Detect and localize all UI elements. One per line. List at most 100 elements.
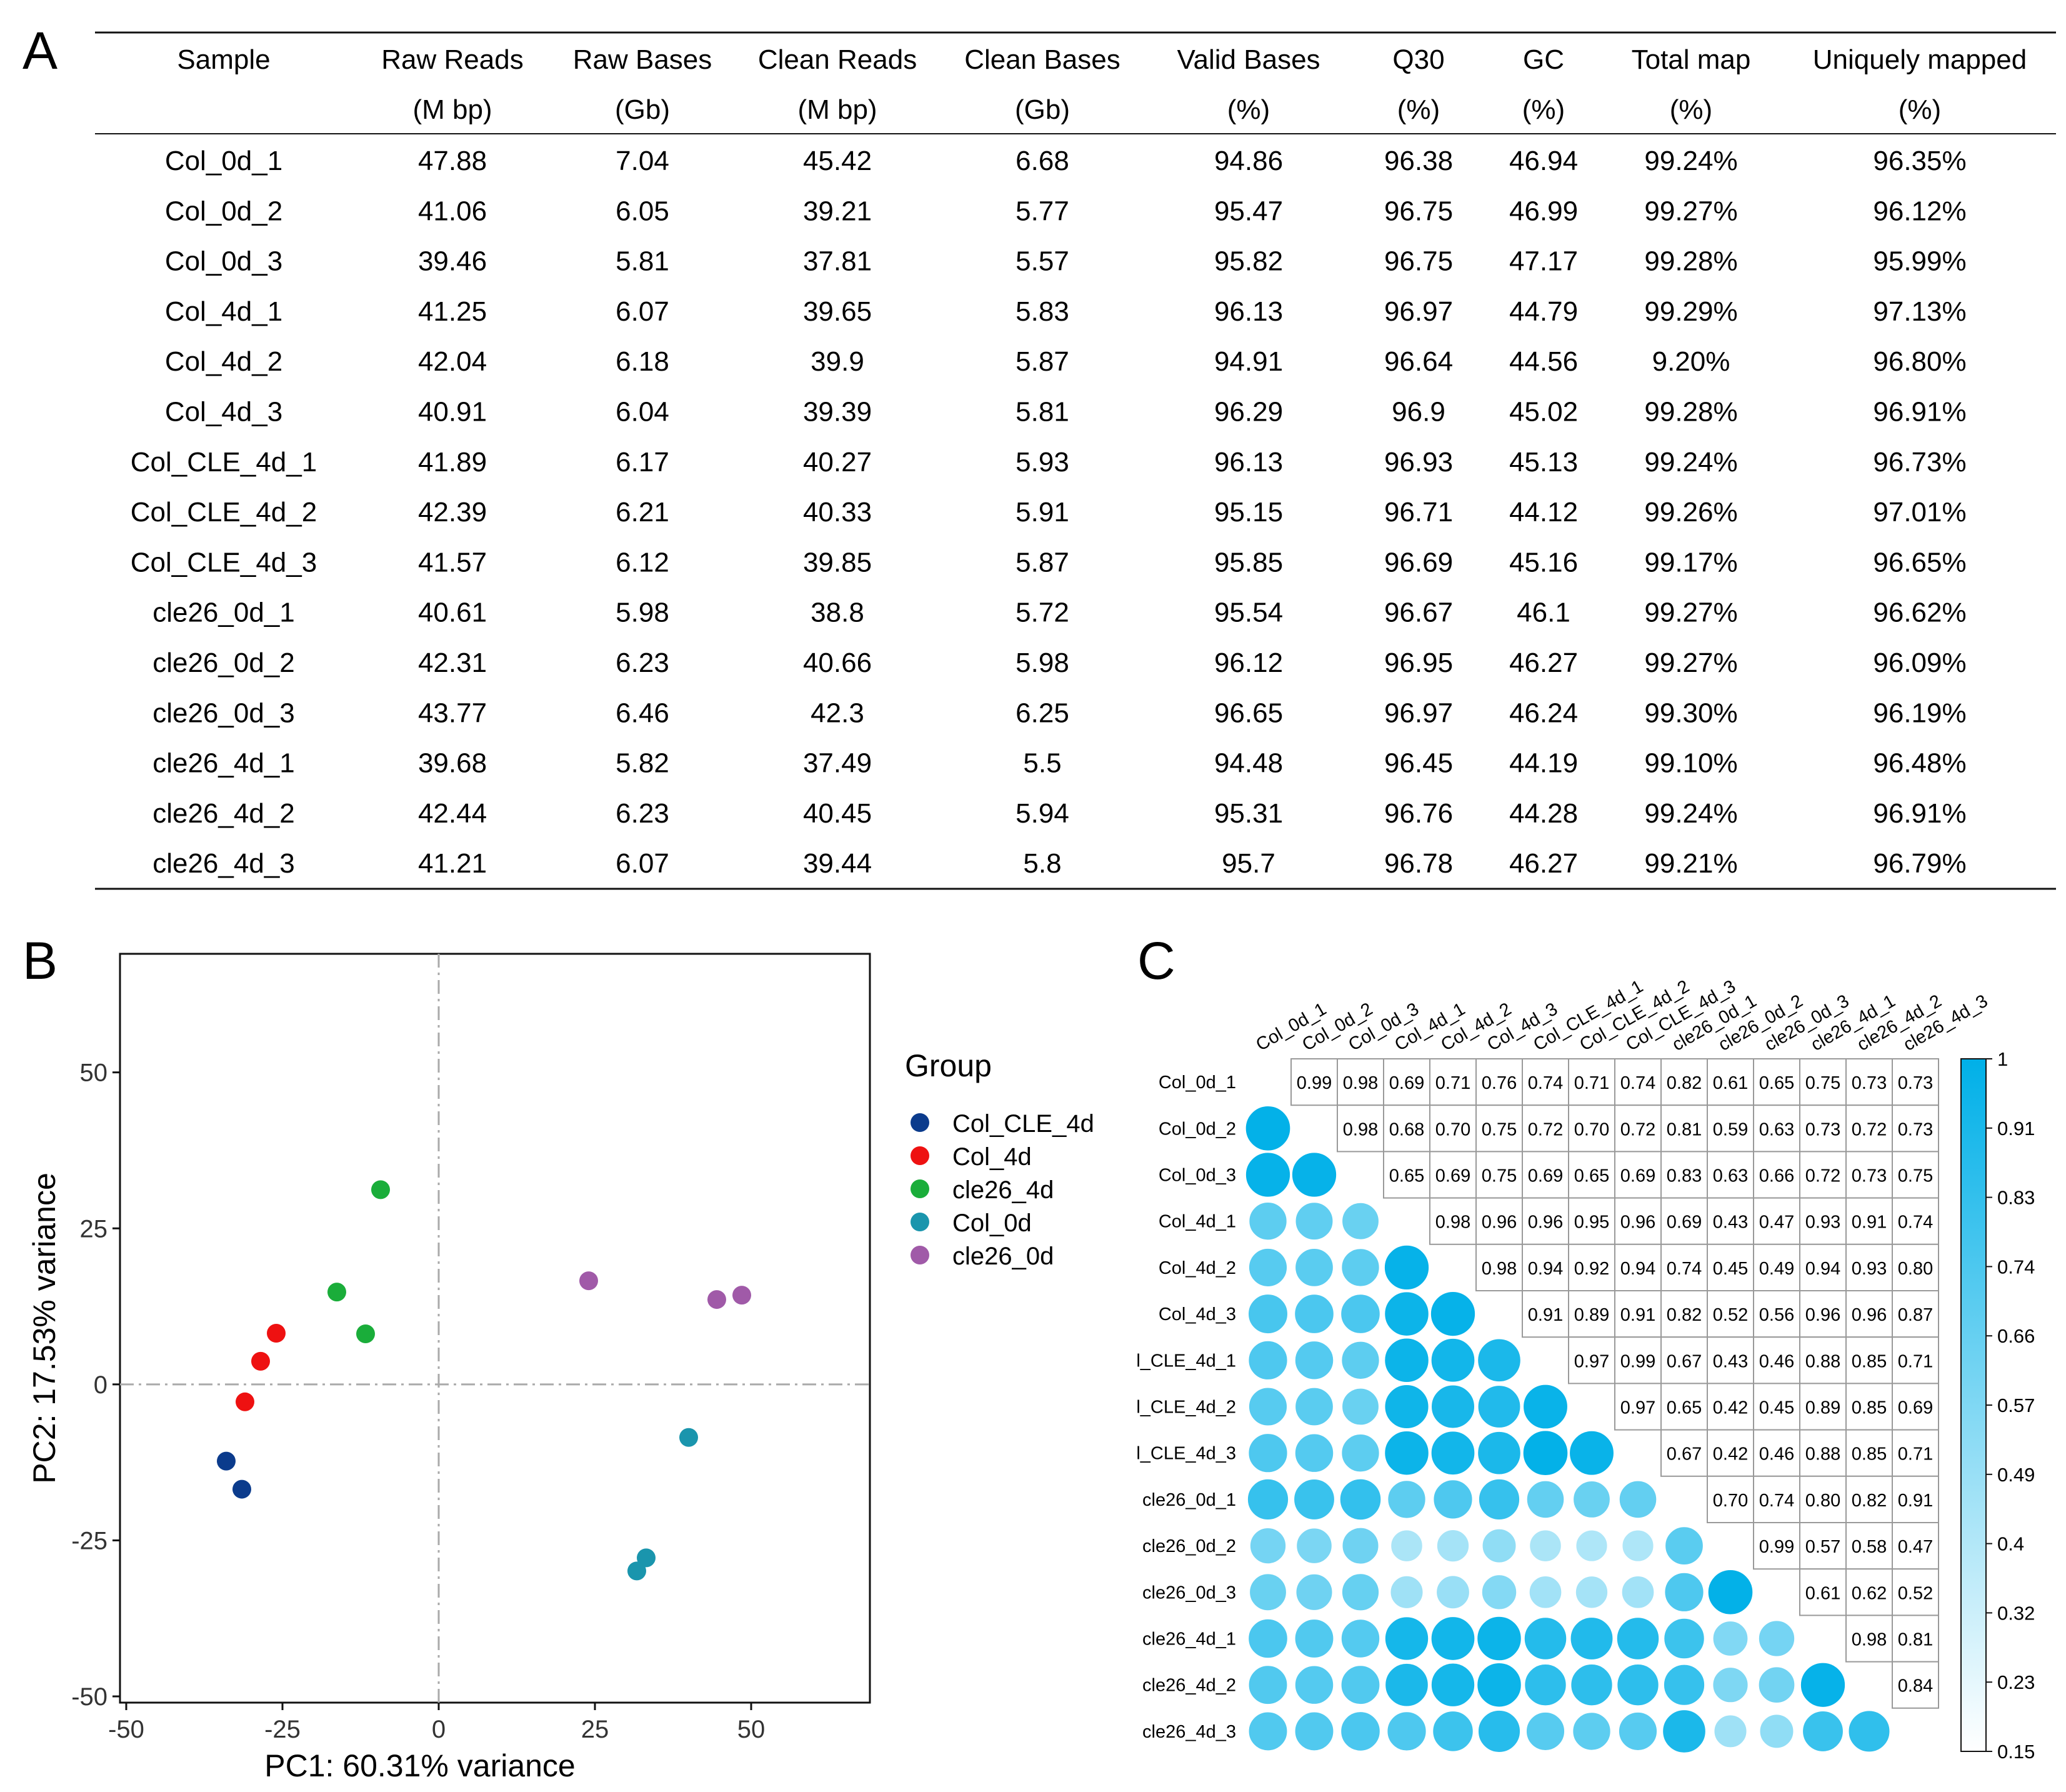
data-point-Col_4d [267, 1323, 286, 1343]
correlation-value: 0.73 [1852, 1166, 1887, 1186]
panel-c-correlation: C Col_0d_1 Col_0d_2 Col_0d_3 Col_4d_1 Col_4d_… [1126, 900, 2066, 1789]
table-cell: 95.82 [1214, 246, 1283, 277]
correlation-circle [1342, 1527, 1379, 1564]
panel-label-b: B [22, 931, 57, 990]
table-cell: 96.76 [1384, 798, 1453, 829]
correlation-value: 0.57 [1805, 1537, 1840, 1557]
table-cell: 37.81 [803, 246, 872, 277]
table-cell: 96.91% [1873, 397, 1966, 428]
table-cell: 94.48 [1214, 748, 1283, 779]
correlation-value: 0.70 [1713, 1491, 1748, 1511]
column-header-unit: (Gb) [615, 94, 670, 125]
table-cell: 42.44 [418, 798, 487, 829]
correlation-circle [1622, 1529, 1654, 1562]
correlation-circle [1523, 1384, 1568, 1429]
correlation-value: 0.93 [1805, 1213, 1840, 1233]
correlation-cell [1892, 1290, 1939, 1338]
correlation-value: 0.94 [1620, 1259, 1655, 1279]
table-cell: 96.13 [1214, 296, 1283, 327]
table-cell: 96.91% [1873, 798, 1966, 829]
table-cell: 5.81 [616, 246, 669, 277]
correlation-value: 0.93 [1852, 1259, 1887, 1279]
correlation-circle [1758, 1666, 1795, 1704]
table-cell: 44.12 [1509, 497, 1578, 528]
correlation-value: 0.91 [1528, 1305, 1563, 1325]
table-row: cle26_0d_1 40.61 5.98 38.8 5.72 95.54 96.67 46.… [152, 598, 1966, 628]
correlation-circle [1294, 1665, 1334, 1704]
table-cell: 45.02 [1509, 397, 1578, 428]
table-cell: 40.91 [418, 397, 487, 428]
correlation-circle [1295, 1387, 1334, 1426]
table-row: cle26_4d_1 39.68 5.82 37.49 5.5 94.48 96.45 44.… [152, 748, 1966, 779]
correlation-cell [1383, 1104, 1430, 1153]
correlation-circle [1390, 1529, 1423, 1562]
table-cell: 96.95 [1384, 648, 1453, 678]
correlation-cell [1892, 1661, 1939, 1709]
correlation-value: 0.80 [1805, 1491, 1840, 1511]
correlation-circle [1569, 1430, 1614, 1476]
table-cell: 45.16 [1509, 547, 1578, 578]
correlation-circle [1291, 1152, 1337, 1198]
correlation-value: 0.80 [1898, 1259, 1933, 1279]
table-cell: 99.21% [1644, 848, 1737, 879]
correlation-circle [1294, 1433, 1334, 1473]
correlation-circle [1384, 1384, 1429, 1429]
table-cell: 5.87 [1016, 547, 1069, 578]
table-cell: 37.49 [803, 748, 872, 779]
row-label: cle26_0d_3 [1142, 1583, 1236, 1603]
correlation-value: 0.71 [1898, 1351, 1933, 1371]
table-cell: 6.05 [616, 196, 669, 226]
y-tick-label: 50 [80, 1059, 108, 1087]
table-row: cle26_4d_3 41.21 6.07 39.44 5.8 95.7 96.78 46.2… [152, 848, 1966, 879]
correlation-circle [1712, 1667, 1749, 1703]
table-cell: 6.23 [616, 648, 669, 678]
table-row: Col_0d_1 47.88 7.04 45.42 6.68 94.86 96.38 46.9… [165, 146, 1967, 176]
correlation-value: 0.75 [1898, 1166, 1933, 1186]
table-cell: 5.77 [1016, 196, 1069, 226]
table-cell: 46.24 [1509, 698, 1578, 728]
correlation-circle [1390, 1575, 1424, 1609]
correlation-cell [1799, 1568, 1847, 1616]
sample-cell: cle26_4d_1 [152, 748, 295, 779]
correlation-cell [1892, 1522, 1939, 1570]
correlation-circle [1341, 1573, 1380, 1611]
correlation-circle [1295, 1202, 1334, 1241]
correlation-circle [1759, 1714, 1794, 1749]
correlation-circle [1249, 1202, 1287, 1241]
table-cell: 96.9 [1392, 397, 1445, 428]
correlation-cell [1290, 1058, 1338, 1106]
table-cell: 95.7 [1222, 848, 1275, 879]
correlation-circle [1617, 1664, 1659, 1706]
row-label: ol_CLE_4d_2 [1137, 1398, 1236, 1418]
table-cell: 5.91 [1016, 497, 1069, 528]
table-cell: 42.31 [418, 648, 487, 678]
column-header: Valid Bases [1177, 44, 1320, 75]
correlation-value: 0.67 [1667, 1351, 1702, 1371]
correlation-value: 0.96 [1528, 1213, 1563, 1233]
correlation-circle [1526, 1480, 1565, 1519]
correlation-value: 0.49 [1759, 1259, 1794, 1279]
correlation-value: 0.75 [1482, 1166, 1517, 1186]
row-label: Col_0d_3 [1159, 1166, 1236, 1186]
table-row: Col_4d_2 42.04 6.18 39.9 5.87 94.91 96.64 44.56… [165, 346, 1967, 377]
correlation-circle [1248, 1340, 1288, 1380]
correlation-circle [1387, 1711, 1427, 1751]
table-cell: 5.57 [1016, 246, 1069, 277]
correlation-value: 0.65 [1574, 1166, 1609, 1186]
colorbar-tick-label: 0.23 [1997, 1671, 2035, 1693]
correlation-value: 0.89 [1574, 1305, 1609, 1325]
correlation-value: 0.69 [1435, 1166, 1470, 1186]
correlation-value: 0.76 [1482, 1073, 1517, 1093]
column-header: Q30 [1392, 44, 1444, 75]
correlation-value: 0.73 [1805, 1119, 1840, 1139]
table-cell: 95.47 [1214, 196, 1283, 226]
correlation-value: 0.74 [1759, 1491, 1794, 1511]
table-cell: 46.99 [1509, 196, 1578, 226]
correlation-value: 0.65 [1759, 1073, 1794, 1093]
table-cell: 96.69 [1384, 547, 1453, 578]
correlation-value: 0.89 [1805, 1398, 1840, 1418]
correlation-cell [1799, 1336, 1847, 1384]
panel-label-c: C [1137, 931, 1175, 990]
data-point-cle26_4d [327, 1283, 346, 1302]
correlation-value: 0.56 [1759, 1305, 1794, 1325]
